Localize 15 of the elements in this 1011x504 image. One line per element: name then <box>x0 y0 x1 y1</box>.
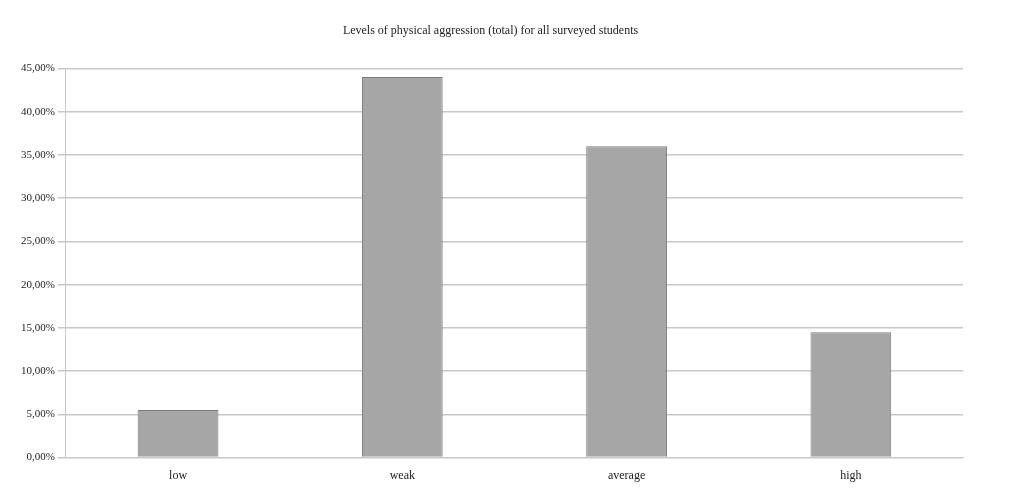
y-tick-label: 45,00% <box>20 61 55 74</box>
y-tick-label: 20,00% <box>20 277 55 290</box>
y-tick-label: 5,00% <box>26 407 55 420</box>
y-tick-label: 0,00% <box>26 450 55 463</box>
y-tick-label: 15,00% <box>20 320 55 333</box>
x-tick-label: weak <box>389 467 415 482</box>
x-tick-label: high <box>840 467 862 482</box>
x-tick-label: average <box>607 467 646 482</box>
y-tick-label: 25,00% <box>20 234 55 247</box>
y-tick-label: 40,00% <box>20 104 55 117</box>
y-tick-label: 10,00% <box>20 364 55 376</box>
chart-title: Levels of physical aggression (total) for all surveyed students <box>342 23 639 38</box>
y-tick-label: 30,00% <box>20 191 55 204</box>
y-tick-label: 35,00% <box>20 147 55 160</box>
x-tick-label: low <box>169 467 188 482</box>
